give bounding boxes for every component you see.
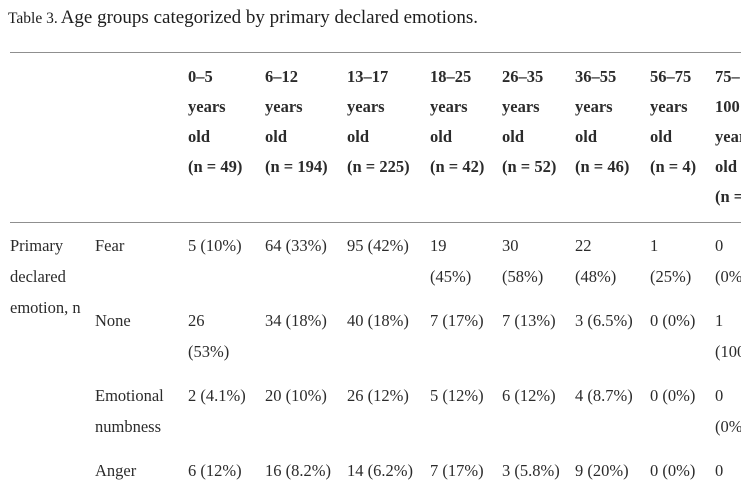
data-cell: 0 (0%) <box>650 386 696 405</box>
header-cell-6-12: 6–12 years old (n = 194) <box>265 53 347 223</box>
header-cell-75-100: 75– 100 years old (n = <box>715 53 741 223</box>
data-cell: 7 (17%) <box>430 311 484 330</box>
header-cell-18-25: 18–25 years old (n = 42) <box>430 53 502 223</box>
data-cell: 0 (0%) <box>715 236 741 286</box>
row-label-anger: Anger <box>95 461 137 480</box>
data-cell: 5 (10%) <box>188 236 242 255</box>
header-empty-cell <box>10 53 188 223</box>
data-cell: 3 (5.8%) <box>502 461 560 480</box>
table-caption-label: Table 3. <box>8 10 58 27</box>
data-cell: 26 (12%) <box>347 386 409 405</box>
data-cell: 0 (0%) <box>715 386 741 436</box>
data-cell: 0 (0%) <box>650 311 696 330</box>
data-cell: 64 (33%) <box>265 236 327 255</box>
table-caption: Table 3. Age groups categorized by primar… <box>0 0 741 31</box>
header-cell-0-5: 0–5 years old (n = 49) <box>188 53 265 223</box>
data-cell: 1 (25%) <box>650 236 692 286</box>
data-cell: 19 (45%) <box>430 236 472 286</box>
data-cell: 5 (12%) <box>430 386 484 405</box>
data-cell: 7 (13%) <box>502 311 556 330</box>
data-cell: 40 (18%) <box>347 311 409 330</box>
data-cell: 95 (42%) <box>347 236 409 255</box>
header-cell-56-75: 56–75 years old (n = 4) <box>650 53 715 223</box>
row-label-fear: Fear <box>95 236 125 255</box>
data-cell: 9 (20%) <box>575 461 629 480</box>
data-cell: 0 (0%) <box>650 461 696 480</box>
data-cell: 4 (8.7%) <box>575 386 633 405</box>
data-cell: 1 (100%) <box>715 311 741 361</box>
data-cell: 2 (4.1%) <box>188 386 246 405</box>
data-cell: 0 (0%) <box>715 461 724 480</box>
data-cell: 6 (12%) <box>502 386 556 405</box>
data-cell: 3 (6.5%) <box>575 311 633 330</box>
data-table: 0–5 years old (n = 49) 6–12 years old (n… <box>10 52 741 486</box>
data-cell: 22 (48%) <box>575 236 617 286</box>
header-cell-36-55: 36–55 years old (n = 46) <box>575 53 650 223</box>
row-label-emotional-numbness: Emotional numbness <box>95 386 164 436</box>
data-cell: 20 (10%) <box>265 386 327 405</box>
data-cell: 34 (18%) <box>265 311 327 330</box>
data-cell: 16 (8.2%) <box>265 461 331 480</box>
data-cell: 6 (12%) <box>188 461 242 480</box>
row-group-label: Primary declared emotion, n <box>10 236 81 317</box>
data-cell: 26 (53%) <box>188 311 230 361</box>
header-cell-13-17: 13–17 years old (n = 225) <box>347 53 430 223</box>
data-cell: 30 (58%) <box>502 236 544 286</box>
table-caption-text: Age groups categorized by primary declar… <box>60 7 479 28</box>
data-cell: 7 (17%) <box>430 461 484 480</box>
row-label-none: None <box>95 311 131 330</box>
header-cell-26-35: 26–35 years old (n = 52) <box>502 53 575 223</box>
data-cell: 14 (6.2%) <box>347 461 413 480</box>
